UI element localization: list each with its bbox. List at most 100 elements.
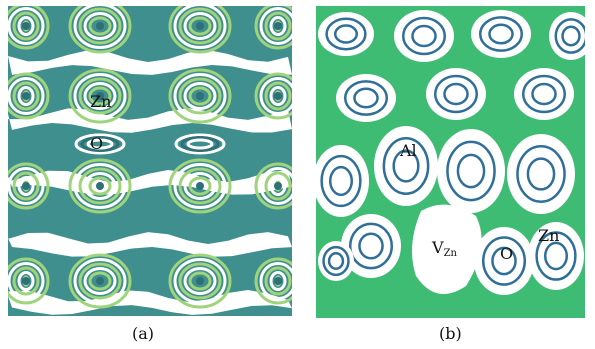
contour-ring [521,151,561,197]
contour-ring [521,74,567,114]
contour-ring [483,19,519,49]
contour-ring [495,251,513,271]
contour-ring [254,162,292,210]
contour-ring [188,271,212,291]
charge-density-map-a: Zn O [8,6,292,316]
contour-ring [73,73,127,119]
contour-ring [382,137,430,195]
contour-ring [83,267,117,295]
contour-ring [8,162,50,210]
atom-core [196,182,204,190]
contour-ring [188,176,212,196]
contour-ring [8,7,45,45]
atom-core [96,22,104,30]
contour-ring [531,163,551,185]
contour-ring [174,133,226,155]
contour-plot-a [8,6,292,315]
contour-ring [411,24,437,48]
contour-band [8,50,292,75]
contour-ring [88,86,112,106]
contour-band [8,108,292,133]
contour-ring [353,227,389,265]
atom-core [274,182,282,190]
contour-ring [254,6,292,50]
contour-ring [178,262,222,300]
contour-ring [358,232,384,260]
contour-ring [259,77,292,115]
contour-ring [78,262,122,300]
atom-core [196,277,204,285]
contour-ring [73,6,127,49]
contour-ring [86,138,114,150]
contour-ring [186,138,214,150]
contour-ring [68,6,132,54]
contour-ring [188,86,212,106]
contour-ring [168,158,232,214]
atom-label-zn: Zn [90,92,112,111]
contour-ring [535,231,577,281]
contour-ring [338,27,354,41]
contour-ring [557,21,585,51]
contour-ring [8,257,50,305]
caption-b: (b) [439,324,462,343]
contour-ring [516,145,566,203]
contour-ring [517,70,571,118]
contour-ring [12,171,40,201]
contour-ring [8,167,45,205]
contour-ring [328,165,354,197]
charge-density-map-b: Al VZn O Zn [316,6,585,318]
contour-ring [254,72,292,120]
contour-ring [330,255,342,267]
contour-ring [401,16,447,56]
contour-ring [178,77,222,115]
contour-ring [535,86,553,102]
caption-a: (a) [132,324,155,343]
contour-ring [8,262,45,300]
contour-ring [8,77,45,115]
contour-ring [492,27,510,41]
contour-ring [397,12,451,60]
contour-ring [264,266,292,296]
atom-core [96,277,104,285]
contour-ring [324,160,358,202]
contour-ring [83,12,117,40]
contour-ring [12,266,40,296]
atom-label-al: Al [400,141,417,160]
contour-ring [322,245,350,277]
contour-ring [333,171,349,191]
contour-ring [173,73,227,119]
contour-ring [259,262,292,300]
contour-ring [329,20,363,48]
contour-ring [447,86,465,102]
contour-ring [333,24,359,44]
contour-ring [168,68,232,124]
contour-ring [325,17,367,51]
contour-ring [488,23,514,45]
contour-ring [88,16,112,36]
contour-ring [17,16,35,36]
contour-band [8,170,292,195]
contour-ring [443,82,469,106]
contour-ring [269,16,287,36]
vacancy-region [412,204,482,294]
contour-band [8,232,292,257]
contour-ring [68,68,132,124]
contour-ring [554,18,585,54]
atom-label-o: O [90,134,104,153]
contour-ring [173,6,227,49]
contour-ring [353,87,379,109]
contour-ring [321,14,371,54]
atom-label-zn-b: Zn [538,226,560,245]
atom-core [96,92,104,100]
contour-ring [438,78,474,110]
contour-ring [510,138,572,210]
contour-ring [348,83,384,113]
contour-ring [264,81,292,111]
contour-ring [357,91,375,105]
contour-ring [188,16,212,36]
contour-ring [269,86,287,106]
contour-ring [8,6,50,50]
contour-ring [88,176,112,196]
atom-core [22,22,30,30]
contour-ring [461,160,481,182]
